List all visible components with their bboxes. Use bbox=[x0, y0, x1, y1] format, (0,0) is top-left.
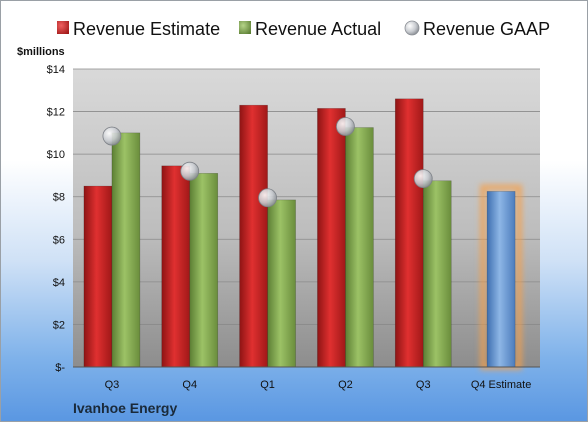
legend-label-revenue-gaap: Revenue GAAP bbox=[423, 19, 550, 39]
y-tick-label: $12 bbox=[47, 107, 65, 119]
marker-revenue-gaap bbox=[336, 117, 355, 136]
gridlines bbox=[73, 68, 540, 325]
bar-revenue-estimate bbox=[161, 165, 191, 368]
y-tick-label: $2 bbox=[53, 319, 65, 331]
y-tick-label: $8 bbox=[53, 192, 65, 204]
legend-label-revenue-actual: Revenue Actual bbox=[255, 19, 381, 39]
plot-area bbox=[73, 69, 540, 367]
y-tick-label: $14 bbox=[47, 64, 65, 76]
y-tick-label: $6 bbox=[53, 234, 65, 246]
y-axis-ticks: $- $2 $4 $6 $8 $10 $12 $14 bbox=[47, 64, 66, 374]
legend-swatch-revenue-estimate bbox=[57, 21, 69, 34]
unit-label: $millions bbox=[17, 46, 65, 58]
bar-revenue-estimate bbox=[239, 104, 268, 368]
marker-revenue-gaap bbox=[180, 161, 200, 181]
y-tick-label: $4 bbox=[53, 277, 65, 289]
legend-swatch-revenue-actual bbox=[239, 21, 251, 34]
x-tick-label: Q2 bbox=[338, 379, 353, 391]
bar-revenue-estimate bbox=[317, 108, 346, 368]
x-tick-label: Q4 bbox=[182, 379, 197, 391]
marker-revenue-gaap bbox=[258, 188, 277, 208]
x-tick-label: Q4 Estimate bbox=[471, 379, 532, 391]
bar-revenue-actual bbox=[422, 180, 452, 368]
gaap-markers bbox=[102, 117, 433, 208]
y-tick-label: $- bbox=[55, 362, 65, 374]
legend: Revenue Estimate Revenue Actual Revenue … bbox=[57, 19, 550, 39]
legend-marker-revenue-gaap bbox=[404, 20, 420, 36]
bar-revenue-estimate bbox=[83, 185, 113, 368]
bar-revenue-actual bbox=[189, 173, 219, 368]
bar-revenue-actual bbox=[111, 132, 141, 368]
x-tick-label: Q1 bbox=[260, 379, 275, 391]
marker-revenue-gaap bbox=[102, 126, 122, 146]
marker-revenue-gaap bbox=[413, 169, 433, 189]
bar-q4-estimate bbox=[486, 191, 516, 368]
bar-revenue-estimate bbox=[394, 98, 424, 368]
bar-revenue-actual bbox=[345, 127, 374, 368]
y-tick-label: $10 bbox=[47, 149, 65, 161]
legend-label-revenue-estimate: Revenue Estimate bbox=[73, 19, 220, 39]
x-tick-label: Q3 bbox=[416, 379, 431, 391]
x-axis-ticks: Q3 Q4 Q1 Q2 Q3 Q4 Estimate bbox=[105, 379, 532, 391]
bars bbox=[83, 98, 523, 370]
bar-revenue-actual bbox=[267, 199, 296, 368]
x-tick-label: Q3 bbox=[105, 379, 120, 391]
company-name: Ivanhoe Energy bbox=[73, 400, 177, 416]
